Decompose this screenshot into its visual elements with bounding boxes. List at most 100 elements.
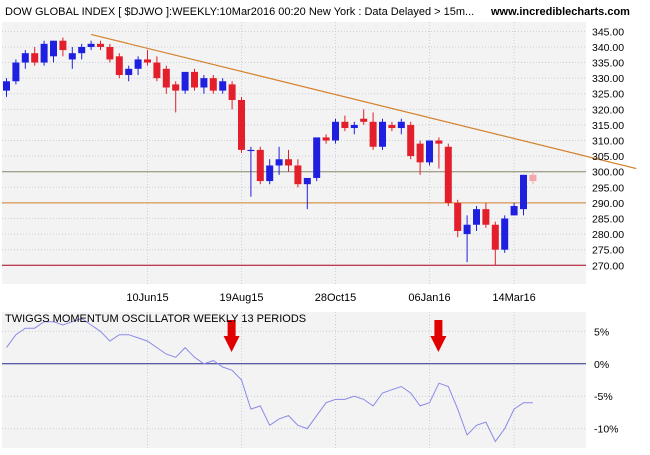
candle (294, 159, 302, 188)
candle (379, 118, 386, 150)
candle (68, 46, 76, 69)
date-tick-label: 28Oct15 (315, 292, 357, 304)
candle-body (360, 118, 368, 122)
oscillator-line (6, 317, 533, 443)
site-label[interactable]: www.incrediblecharts.com (490, 6, 630, 18)
price-tick-label: 295.00 (592, 182, 624, 194)
chart-title: DOW GLOBAL INDEX [ $DJWO ]:WEEKLY:10Mar2… (5, 6, 474, 18)
osc-tick-label: 0% (594, 359, 609, 371)
candle-body (501, 218, 509, 250)
candle-body (31, 53, 39, 63)
candle-body (444, 146, 452, 203)
candle (219, 78, 227, 94)
candle (87, 40, 95, 51)
osc-tick-label: -5% (594, 391, 613, 403)
candle-body (482, 209, 490, 225)
down-arrow-icon (223, 320, 240, 352)
candle (350, 121, 358, 135)
oscillator-panel (2, 312, 586, 448)
candle-body (134, 59, 142, 69)
trendline (90, 33, 637, 170)
candle (529, 171, 537, 185)
candle (491, 221, 499, 266)
candle-body (191, 71, 198, 88)
candle-body (21, 53, 29, 63)
candle-body (529, 174, 537, 182)
candle-body (68, 53, 76, 60)
candle (407, 121, 415, 160)
candle-body (341, 121, 349, 129)
price-tick-label: 270.00 (592, 260, 624, 272)
candle (125, 65, 133, 82)
candle-body (87, 43, 95, 47)
candle-body (50, 40, 57, 57)
price-tick-label: 315.00 (592, 120, 624, 132)
candle (510, 202, 518, 216)
candle-body (275, 159, 283, 166)
candle (482, 202, 490, 228)
candle-body (153, 62, 161, 79)
price-tick-label: 325.00 (592, 89, 624, 101)
candle (454, 199, 462, 238)
candle-body (313, 137, 321, 178)
candle (256, 146, 264, 185)
price-tick-label: 290.00 (592, 198, 624, 210)
candle-body (59, 40, 67, 51)
date-tick-label: 06Jan16 (408, 292, 450, 304)
candle (388, 121, 396, 132)
price-tick-label: 285.00 (592, 214, 624, 226)
candle (97, 40, 104, 51)
candle (153, 56, 161, 82)
candle (12, 59, 20, 85)
candle (21, 50, 29, 69)
candle-body (125, 68, 133, 76)
candle (285, 149, 292, 172)
candle-body (97, 43, 104, 47)
candle (332, 118, 339, 144)
candle (416, 140, 424, 175)
candle-body (510, 206, 518, 216)
candle-body (228, 84, 236, 100)
date-tick-label: 19Aug15 (219, 292, 263, 304)
candle (50, 40, 57, 63)
candle-body (322, 137, 330, 141)
candle (115, 53, 123, 79)
candle (78, 43, 86, 60)
candle (40, 40, 48, 66)
price-tick-label: 320.00 (592, 104, 624, 116)
date-tick-label: 10Jun15 (126, 292, 168, 304)
oscillator-line-group (6, 317, 533, 443)
candle (247, 146, 255, 197)
price-tick-label: 335.00 (592, 58, 624, 70)
price-tick-label: 300.00 (592, 167, 624, 179)
candle (435, 137, 443, 169)
candle (106, 43, 114, 63)
candle (360, 109, 368, 125)
candle-body (303, 177, 311, 185)
candle (162, 65, 170, 94)
candle-body (256, 149, 264, 182)
candle (397, 118, 405, 135)
candle (473, 206, 480, 231)
candle-body (78, 46, 86, 54)
candle (144, 50, 151, 66)
candle (191, 68, 198, 91)
candle (275, 146, 283, 175)
candle (444, 143, 452, 207)
price-tick-label: 345.00 (592, 26, 624, 38)
candle-body (520, 174, 527, 210)
candle-body (473, 209, 480, 225)
price-axis: 270.00 275.00 280.00 285.00 290.00 295.00 300.… (592, 26, 624, 272)
candle (200, 75, 208, 94)
candle-body (369, 121, 377, 147)
candle-body (407, 124, 415, 157)
candle-body (115, 56, 123, 76)
candle-body (454, 202, 462, 231)
candle-body (266, 165, 274, 182)
candle-body (294, 165, 302, 185)
price-tick-label: 275.00 (592, 245, 624, 257)
price-tick-label: 340.00 (592, 42, 624, 54)
candle (463, 215, 471, 263)
